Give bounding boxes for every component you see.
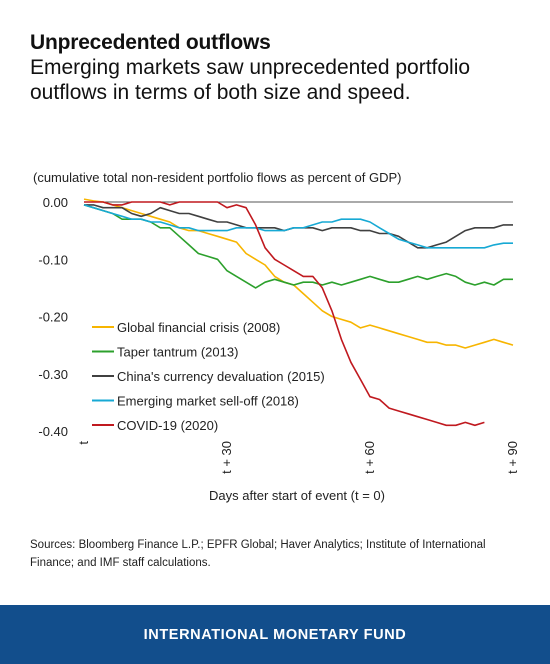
series-line-3 [84,204,513,249]
legend-label: China's currency devaluation (2015) [117,369,325,384]
series-line-5 [84,201,485,427]
y-tick-label: -0.30 [38,367,68,382]
x-tick-label: t [76,441,91,445]
series-line-2 [83,204,513,289]
y-tick-label: -0.20 [38,310,68,325]
footer-org: INTERNATIONAL MONETARY FUND [143,626,407,643]
legend-label: Taper tantrum (2013) [117,345,238,360]
x-tick-label: t + 60 [362,441,377,474]
sources-note: Sources: Bloomberg Finance L.P.; EPFR Gl… [30,539,486,569]
series-line-4 [83,204,513,249]
title-block: Unprecedented outflows Emerging markets … [30,30,530,105]
legend-label: Emerging market sell-off (2018) [117,394,299,409]
series-line-1 [83,198,514,349]
x-tick-label: t + 90 [505,441,520,474]
chart-note: (cumulative total non-resident portfolio… [33,170,402,185]
chart-subtitle: Emerging markets saw unprecedented portf… [30,56,471,104]
x-tick-label: t + 30 [219,441,234,474]
footer-bar: INTERNATIONAL MONETARY FUND [0,605,550,664]
line-chart: (cumulative total non-resident portfolio… [33,170,520,503]
y-tick-label: -0.40 [38,424,68,439]
chart-title: Unprecedented outflows [30,31,271,54]
y-tick-label: -0.10 [38,252,68,267]
x-axis-label: Days after start of event (t = 0) [209,488,385,503]
y-tick-label: 0.00 [43,195,68,210]
legend-label: COVID-19 (2020) [117,418,218,433]
legend-label: Global financial crisis (2008) [117,320,280,335]
